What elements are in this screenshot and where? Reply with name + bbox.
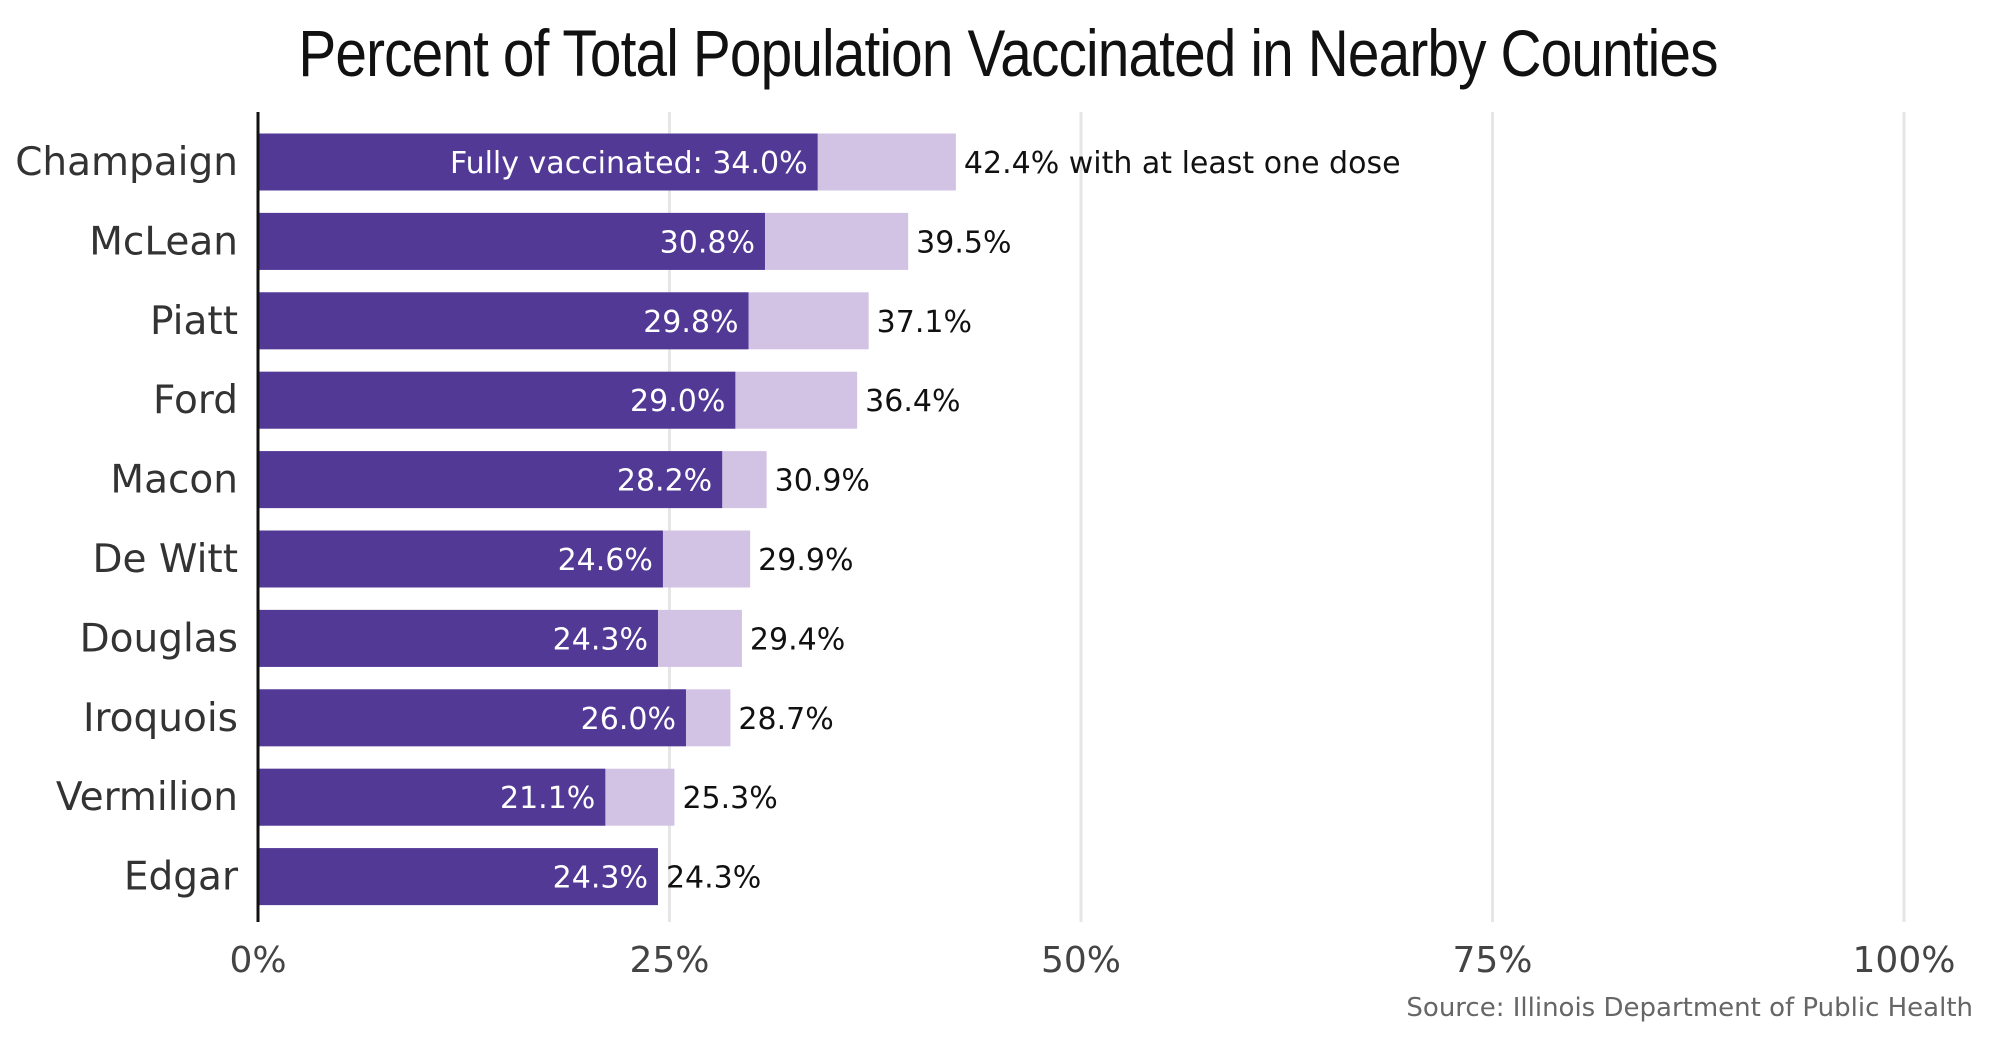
bar-fully-vaccinated (258, 768, 606, 826)
label-at-least-one-dose: 29.9% (758, 543, 853, 578)
label-fully-vaccinated: 26.0% (581, 702, 676, 737)
category-label: Edgar (124, 855, 239, 900)
label-fully-vaccinated: 24.3% (553, 622, 648, 657)
category-labels: Champaign McLean Piatt Ford Macon De Witt Doug… (15, 140, 239, 900)
label-at-least-one-dose: 39.5% (916, 225, 1011, 260)
label-at-least-one-dose: 36.4% (865, 384, 960, 419)
label-fully-vaccinated: 24.3% (553, 861, 648, 896)
category-label: Champaign (15, 140, 238, 185)
bar-fully-vaccinated (258, 848, 658, 906)
label-at-least-one-dose: 30.9% (775, 464, 870, 499)
bar-fully-vaccinated (258, 689, 686, 747)
category-label: Douglas (80, 616, 238, 661)
label-fully-vaccinated: Fully vaccinated: 34.0% (450, 146, 808, 181)
label-fully-vaccinated: 29.0% (630, 384, 725, 419)
x-axis-ticks: 0% 25% 50% 75% 100% (229, 940, 1955, 981)
category-label: Vermilion (56, 775, 238, 820)
label-at-least-one-dose: 25.3% (682, 781, 777, 816)
x-tick-label: 100% (1853, 940, 1956, 981)
label-at-least-one-dose: 28.7% (738, 702, 833, 737)
category-label: Ford (153, 378, 238, 423)
bars (258, 133, 956, 906)
category-label: McLean (89, 219, 238, 264)
label-at-least-one-dose: 24.3% (666, 861, 761, 896)
label-fully-vaccinated: 29.8% (643, 305, 738, 340)
source-note: Source: Illinois Department of Public He… (1406, 993, 1973, 1023)
bar-fully-vaccinated (258, 292, 749, 350)
label-at-least-one-dose: 42.4% with at least one dose (964, 146, 1401, 181)
bar-fully-vaccinated (258, 371, 736, 429)
x-tick-label: 0% (229, 940, 286, 981)
bar-fully-vaccinated (258, 212, 765, 270)
data-labels: Fully vaccinated: 34.0% 42.4% with at lea… (450, 146, 1401, 896)
bar-fully-vaccinated (258, 609, 658, 667)
bar-fully-vaccinated (258, 133, 818, 191)
label-fully-vaccinated: 21.1% (500, 781, 595, 816)
label-fully-vaccinated: 30.8% (660, 225, 755, 260)
bar-fully-vaccinated (258, 530, 663, 588)
category-label: Iroquois (83, 696, 238, 741)
category-label: De Witt (92, 537, 238, 582)
x-tick-label: 50% (1041, 940, 1121, 981)
label-fully-vaccinated: 24.6% (558, 543, 653, 578)
x-tick-label: 75% (1452, 940, 1532, 981)
label-at-least-one-dose: 37.1% (877, 305, 972, 340)
category-label: Macon (110, 458, 238, 503)
chart-title: Percent of Total Population Vaccinated i… (298, 16, 1718, 90)
category-label: Piatt (150, 299, 238, 344)
bar-fully-vaccinated (258, 451, 723, 509)
label-at-least-one-dose: 29.4% (750, 622, 845, 657)
label-fully-vaccinated: 28.2% (617, 464, 712, 499)
x-tick-label: 25% (629, 940, 709, 981)
